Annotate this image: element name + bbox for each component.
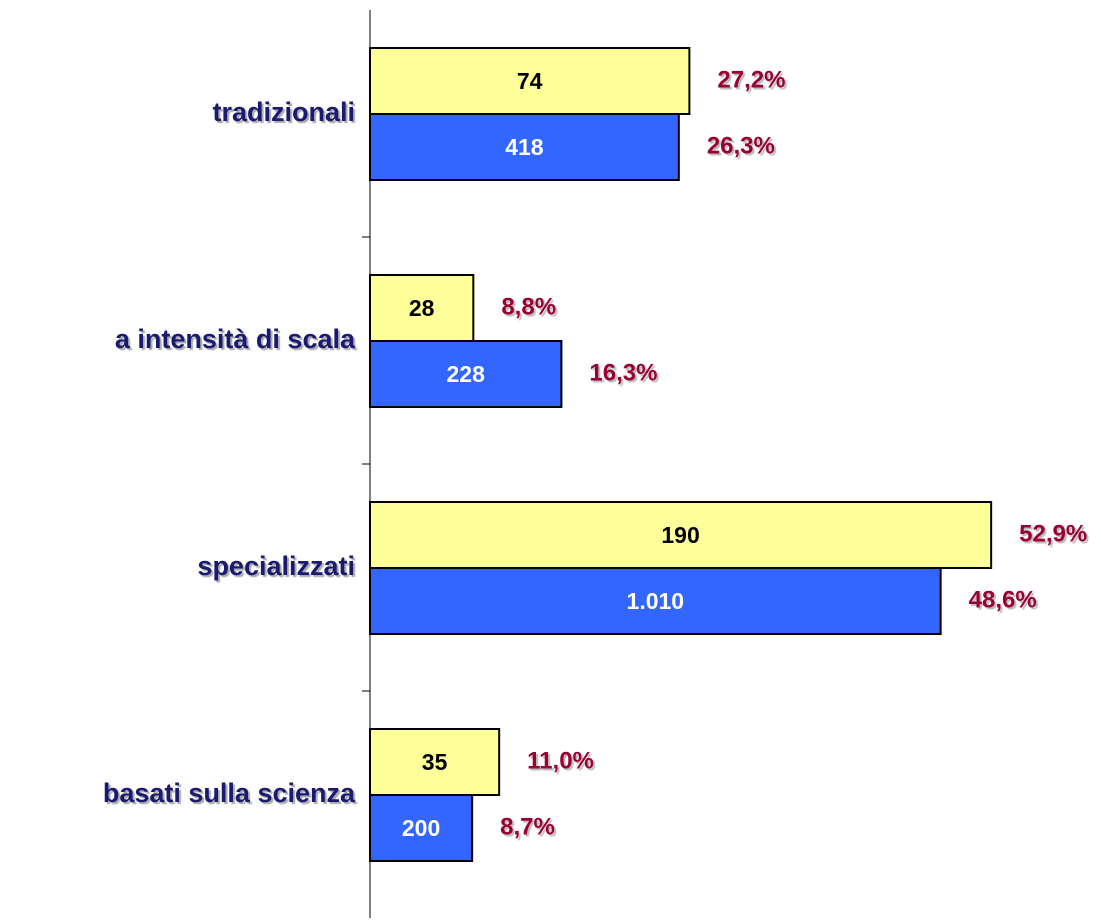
count-label: 228 — [447, 361, 486, 387]
count-label: 200 — [402, 815, 440, 841]
category-label: tradizionali — [212, 97, 355, 127]
category-label: a intensità di scala — [115, 324, 356, 354]
category-label: specializzati — [197, 551, 355, 581]
bar — [369, 113, 680, 181]
count-label: 190 — [661, 522, 699, 548]
count-label: 28 — [409, 295, 435, 321]
count-label: 35 — [422, 749, 448, 775]
bar — [369, 340, 563, 408]
value-label: 52,9% — [1019, 520, 1087, 547]
category-label: basati sulla scienza — [103, 778, 356, 808]
value-label: 48,6% — [969, 586, 1037, 613]
value-label: 27,2% — [717, 66, 785, 93]
value-label: 16,3% — [589, 359, 657, 386]
value-label: 11,0% — [527, 747, 594, 774]
value-label: 26,3% — [707, 132, 775, 159]
value-label: 8,7% — [500, 813, 555, 840]
value-label: 8,8% — [501, 293, 556, 320]
count-label: 74 — [517, 68, 543, 94]
count-label: 1.010 — [627, 588, 685, 614]
count-label: 418 — [505, 134, 544, 160]
bar — [369, 47, 691, 115]
